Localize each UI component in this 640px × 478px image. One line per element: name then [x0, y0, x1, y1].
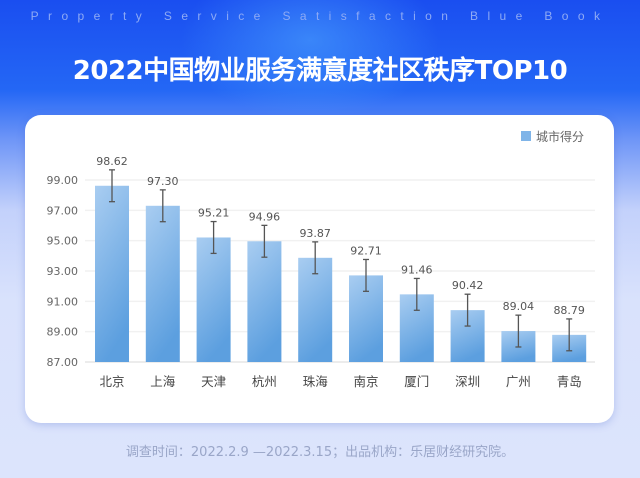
- value-label: 91.46: [401, 263, 433, 276]
- x-tick-label: 深圳: [455, 374, 480, 389]
- page-title: 2022中国物业服务满意度社区秩序TOP10: [72, 56, 568, 86]
- x-tick-label: 广州: [506, 374, 531, 389]
- bar: [196, 237, 231, 362]
- value-label: 97.30: [147, 175, 179, 188]
- footer-note: 调查时间：2022.2.9 —2022.3.15；出品机构：乐居财经研究院。: [125, 445, 515, 460]
- y-tick-label: 87.00: [47, 356, 79, 369]
- value-label: 94.96: [249, 210, 281, 223]
- value-label: 90.42: [452, 279, 484, 292]
- x-tick-label: 珠海: [303, 374, 329, 389]
- header-subtitle: Property Service Satisfaction Blue Book: [30, 9, 610, 23]
- x-tick-label: 天津: [201, 374, 226, 389]
- x-tick-label: 杭州: [252, 374, 277, 389]
- value-label: 98.62: [96, 155, 128, 168]
- x-tick-label: 上海: [150, 374, 176, 389]
- bar: [95, 185, 129, 362]
- value-label: 93.87: [299, 227, 331, 240]
- value-label: 95.21: [198, 207, 230, 220]
- bar: [298, 257, 333, 362]
- y-tick-label: 99.00: [47, 174, 79, 187]
- value-label: 88.79: [553, 304, 585, 317]
- bar: [247, 241, 282, 362]
- x-tick-label: 青岛: [557, 374, 582, 389]
- y-tick-label: 91.00: [47, 295, 79, 308]
- legend-label: 城市得分: [536, 129, 584, 144]
- x-tick-label: 北京: [99, 374, 124, 389]
- value-label: 92.71: [350, 244, 382, 257]
- x-tick-label: 厦门: [404, 374, 429, 389]
- y-tick-label: 97.00: [47, 204, 79, 217]
- y-tick-label: 93.00: [47, 265, 79, 278]
- bar: [145, 205, 180, 362]
- legend-swatch: [521, 131, 531, 141]
- value-label: 89.04: [503, 300, 535, 313]
- header-glow: [180, 0, 440, 120]
- y-tick-label: 89.00: [47, 326, 79, 339]
- y-tick-label: 95.00: [47, 235, 79, 248]
- x-tick-label: 南京: [353, 374, 378, 389]
